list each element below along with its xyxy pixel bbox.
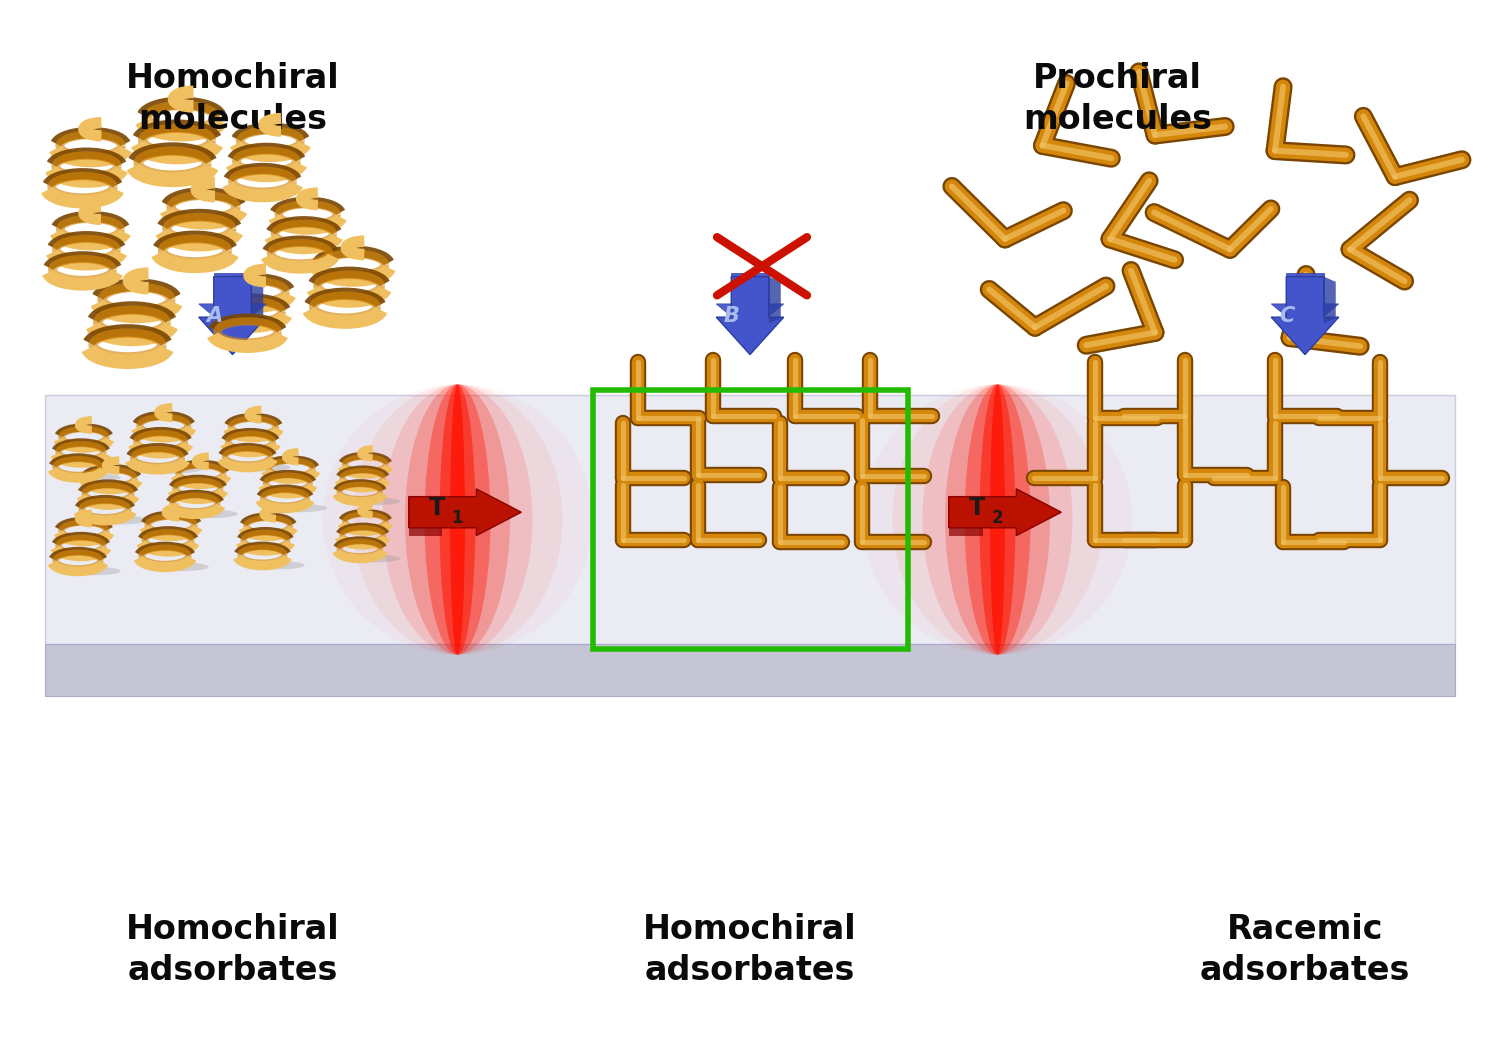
Text: 1: 1 [452,509,464,528]
Ellipse shape [424,384,490,655]
Polygon shape [717,304,783,332]
Polygon shape [768,276,780,323]
Text: Homochiral
adsorbates: Homochiral adsorbates [126,913,339,987]
Text: 2: 2 [992,509,1004,528]
Polygon shape [950,528,982,536]
Text: C: C [1280,305,1294,325]
Polygon shape [732,273,768,304]
Polygon shape [1286,273,1323,304]
Polygon shape [213,273,252,304]
FancyArrow shape [950,489,1062,536]
Ellipse shape [945,384,1050,655]
Ellipse shape [990,384,1005,655]
FancyArrow shape [408,489,522,536]
Ellipse shape [251,561,305,569]
Ellipse shape [964,384,1030,655]
Text: T: T [969,496,986,521]
Text: Homochiral
adsorbates: Homochiral adsorbates [644,913,856,987]
Polygon shape [252,276,264,323]
Ellipse shape [236,463,290,472]
Text: T: T [429,496,445,521]
Ellipse shape [382,384,532,655]
FancyArrow shape [198,276,267,354]
Ellipse shape [92,515,148,525]
FancyArrow shape [717,276,783,354]
FancyArrow shape [1270,276,1338,354]
Ellipse shape [66,567,120,576]
Bar [592,390,908,649]
Polygon shape [1323,276,1335,323]
Ellipse shape [350,555,400,562]
Ellipse shape [922,384,1072,655]
Ellipse shape [450,384,465,655]
Text: B: B [724,305,740,325]
Ellipse shape [152,562,208,571]
Ellipse shape [183,509,237,518]
Text: Prochiral
molecules: Prochiral molecules [1023,62,1212,136]
Ellipse shape [892,384,1102,655]
Text: Racemic
adsorbates: Racemic adsorbates [1200,913,1410,987]
Ellipse shape [350,498,400,505]
Text: Homochiral
molecules: Homochiral molecules [126,62,339,136]
Text: A: A [207,305,222,325]
Polygon shape [1270,304,1338,332]
Ellipse shape [142,464,202,474]
Ellipse shape [980,384,1016,655]
Polygon shape [45,395,1455,644]
Ellipse shape [405,384,510,655]
Ellipse shape [273,504,327,512]
Ellipse shape [66,474,120,482]
Ellipse shape [352,384,562,655]
Polygon shape [408,528,442,536]
Polygon shape [45,644,1455,696]
Polygon shape [198,304,267,332]
Ellipse shape [440,384,476,655]
